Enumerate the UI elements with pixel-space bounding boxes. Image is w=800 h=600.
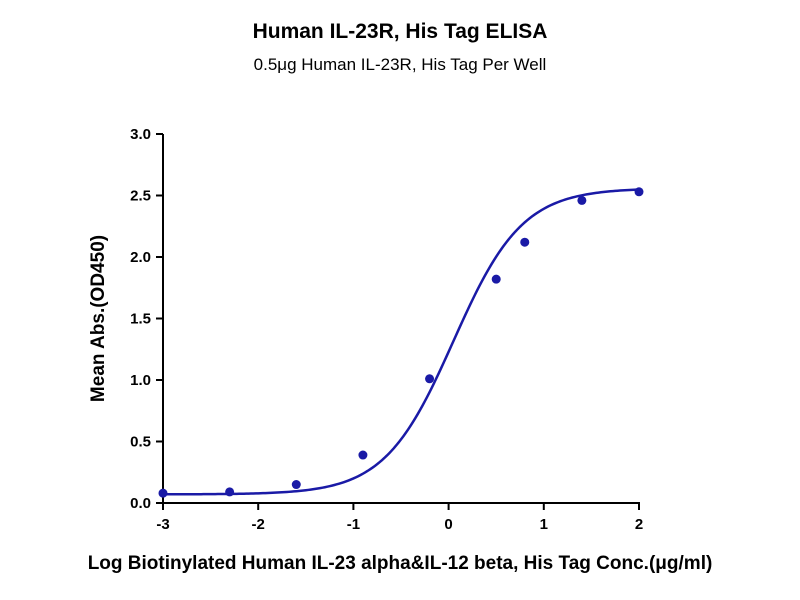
data-point	[520, 237, 530, 247]
fit-curve	[163, 188, 640, 496]
y-tick-label: 3.0	[130, 126, 151, 143]
y-tick-label: 1.5	[130, 311, 151, 328]
x-tick-label: -2	[252, 516, 265, 533]
data-point	[634, 187, 644, 197]
data-point	[358, 450, 368, 460]
y-tick-label: 2.0	[130, 249, 151, 266]
x-tick-label: 0	[444, 516, 452, 533]
data-point	[291, 480, 301, 490]
x-tick-label: -1	[347, 516, 360, 533]
data-point	[425, 374, 435, 384]
chart-subtitle: 0.5μg Human IL-23R, His Tag Per Well	[253, 55, 547, 74]
fit-layer	[163, 188, 640, 496]
points-layer	[158, 187, 644, 498]
x-tick-label: 2	[635, 516, 643, 533]
axes: 0.0 0.5 1.0 1.5 2.0 2.5 3.0 -3 -2 -1 0 1 2	[130, 126, 643, 533]
x-axis-label: Log Biotinylated Human IL-23 alpha&IL-12…	[88, 553, 713, 574]
data-point	[577, 195, 587, 205]
data-point	[491, 274, 501, 284]
y-axis-label: Mean Abs.(OD450)	[88, 235, 109, 402]
y-tick-label: 0.5	[130, 434, 151, 451]
chart-title: Human IL-23R, His Tag ELISA	[252, 20, 548, 43]
y-tick-label: 1.0	[130, 372, 151, 389]
y-tick-label: 2.5	[130, 188, 151, 205]
data-point	[225, 487, 235, 497]
y-tick-label: 0.0	[130, 495, 151, 512]
x-tick-label: -3	[156, 516, 169, 533]
x-tick-label: 1	[540, 516, 548, 533]
data-point	[158, 488, 168, 498]
